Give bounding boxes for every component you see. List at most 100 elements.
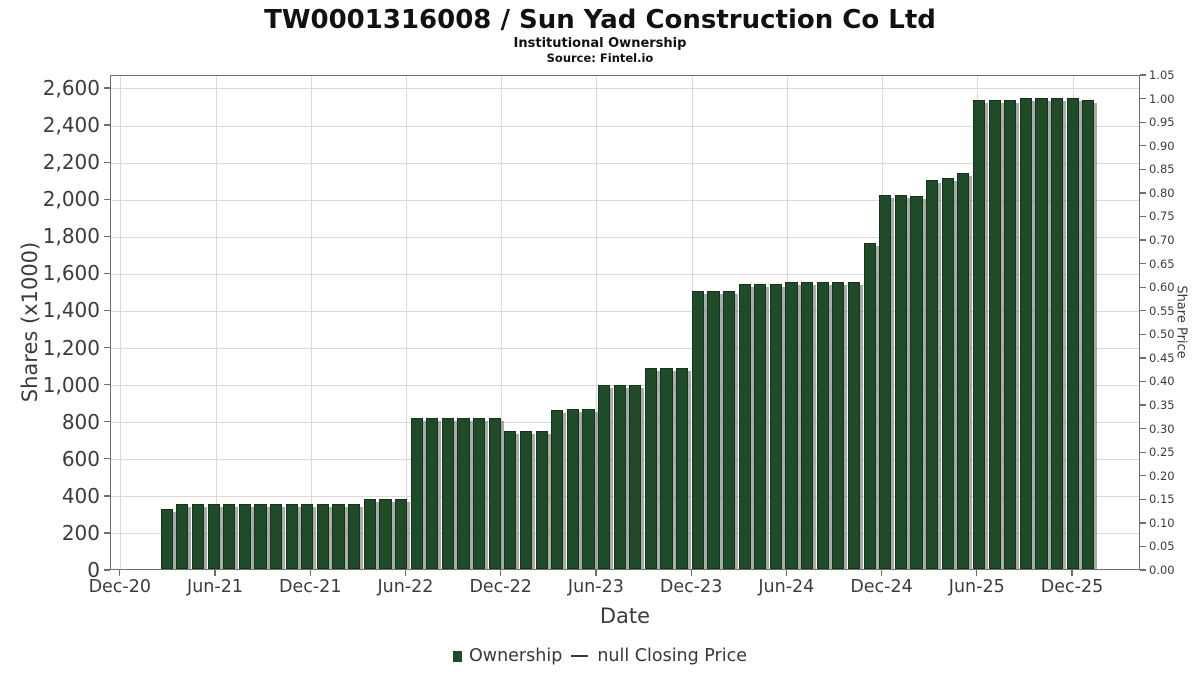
right-axis-tick-label: 0.10 [1149,515,1175,530]
right-axis-title: Share Price [1173,285,1189,359]
left-axis-tick [104,569,110,571]
h-gridline [111,199,1139,201]
left-axis-tick-label: 1,000 [42,372,100,397]
right-axis-tick [1140,427,1146,430]
ownership-bar [363,498,376,569]
h-gridline [111,310,1139,312]
left-axis-tick [104,495,110,497]
ownership-bar [707,290,720,569]
right-axis-tick-label: 0.50 [1149,327,1175,342]
ownership-bar [207,503,220,569]
x-axis-tick [404,570,407,576]
left-axis-tick-label: 1,400 [42,298,100,323]
ownership-bar [816,281,829,569]
ownership-bar [613,384,626,569]
ownership-bar [223,503,236,569]
ownership-bar [801,281,814,569]
ownership-bar [332,503,345,569]
ownership-bar [738,284,751,569]
left-axis-tick-label: 2,000 [42,187,100,212]
left-axis-tick [104,532,110,534]
h-gridline [111,273,1139,275]
left-axis-tick-label: 1,200 [42,335,100,360]
x-axis-tick-label: Dec-24 [850,577,913,597]
ownership-bar [1050,98,1064,569]
ownership-bar [754,284,767,569]
right-axis-tick-label: 0.05 [1149,539,1175,554]
ownership-bar [660,367,673,569]
ownership-bar [676,367,689,569]
x-axis-tick [976,570,978,576]
right-axis-tick [1140,522,1146,524]
ownership-bar [894,194,907,569]
ownership-bar [1066,98,1079,569]
legend-closing-price-label: null Closing Price [597,646,748,666]
ownership-bar [285,503,298,569]
ownership-bar [473,417,486,569]
ownership-bar [910,196,923,569]
left-axis-tick-label: 1,800 [42,224,100,249]
ownership-bar [348,503,361,569]
right-axis-tick-label: 0.35 [1149,398,1175,412]
ownership-bar [769,284,782,569]
ownership-bar [160,508,173,569]
right-axis-tick-label: 0.55 [1149,303,1175,318]
right-axis-tick [1140,215,1146,218]
ownership-bar [722,290,736,569]
right-axis-tick [1140,286,1146,288]
ownership-bar [269,503,283,569]
ownership-bar [191,503,205,569]
left-axis-tick [104,346,110,349]
ownership-bar [879,194,892,569]
x-axis-tick [690,570,692,576]
left-axis-tick-label: 200 [61,520,100,545]
left-axis-tick [104,198,110,200]
left-axis-tick [104,87,110,89]
h-gridline [111,162,1139,164]
ownership-bar [535,430,548,569]
v-gridline [120,76,122,569]
v-gridline [405,76,407,569]
right-axis-tick-label: 0.80 [1149,185,1175,200]
legend-ownership-label: Ownership [468,646,563,666]
x-axis-tick [309,570,311,576]
right-axis-tick-label: 0.00 [1149,563,1175,577]
right-axis-tick-label: 0.45 [1149,350,1175,365]
right-axis-tick [1140,310,1146,312]
ownership-bar [519,430,533,569]
right-axis-tick [1140,380,1146,383]
left-axis-tick [104,235,110,237]
x-axis-tick-label: Dec-22 [469,577,532,597]
left-axis-tick [104,272,110,275]
left-axis-tick-label: 2,600 [42,75,100,100]
left-axis-tick-label: 1,600 [42,261,100,286]
ownership-bar [238,503,251,569]
x-axis-tick [880,570,883,576]
x-axis-tick-label: Dec-20 [88,577,152,597]
ownership-bar [972,100,986,569]
ownership-bar [316,503,330,569]
right-axis-tick-label: 0.15 [1149,492,1175,507]
ownership-bar [551,409,564,569]
legend-line-marker [571,654,589,658]
ownership-bar [863,242,876,569]
right-axis-tick [1140,569,1146,571]
ownership-bar [301,503,314,569]
ownership-bar [441,417,454,569]
legend: Ownership null Closing Price [0,646,1200,666]
ownership-bar [691,290,704,569]
right-axis-tick-label: 0.60 [1149,280,1175,295]
chart-title: TW0001316008 / Sun Yad Construction Co L… [264,5,936,35]
right-axis-tick-label: 0.65 [1149,256,1175,271]
right-axis-tick-label: 0.85 [1149,162,1175,177]
right-axis-tick [1140,333,1146,335]
right-axis-tick [1140,498,1146,500]
ownership-bar [1019,98,1032,569]
right-axis-tick [1140,74,1146,76]
ownership-bar [598,384,611,569]
right-axis-tick [1140,239,1146,241]
plot-area [110,75,1140,570]
right-axis-tick-label: 0.75 [1149,209,1175,224]
right-axis-tick-label: 0.40 [1149,374,1175,389]
